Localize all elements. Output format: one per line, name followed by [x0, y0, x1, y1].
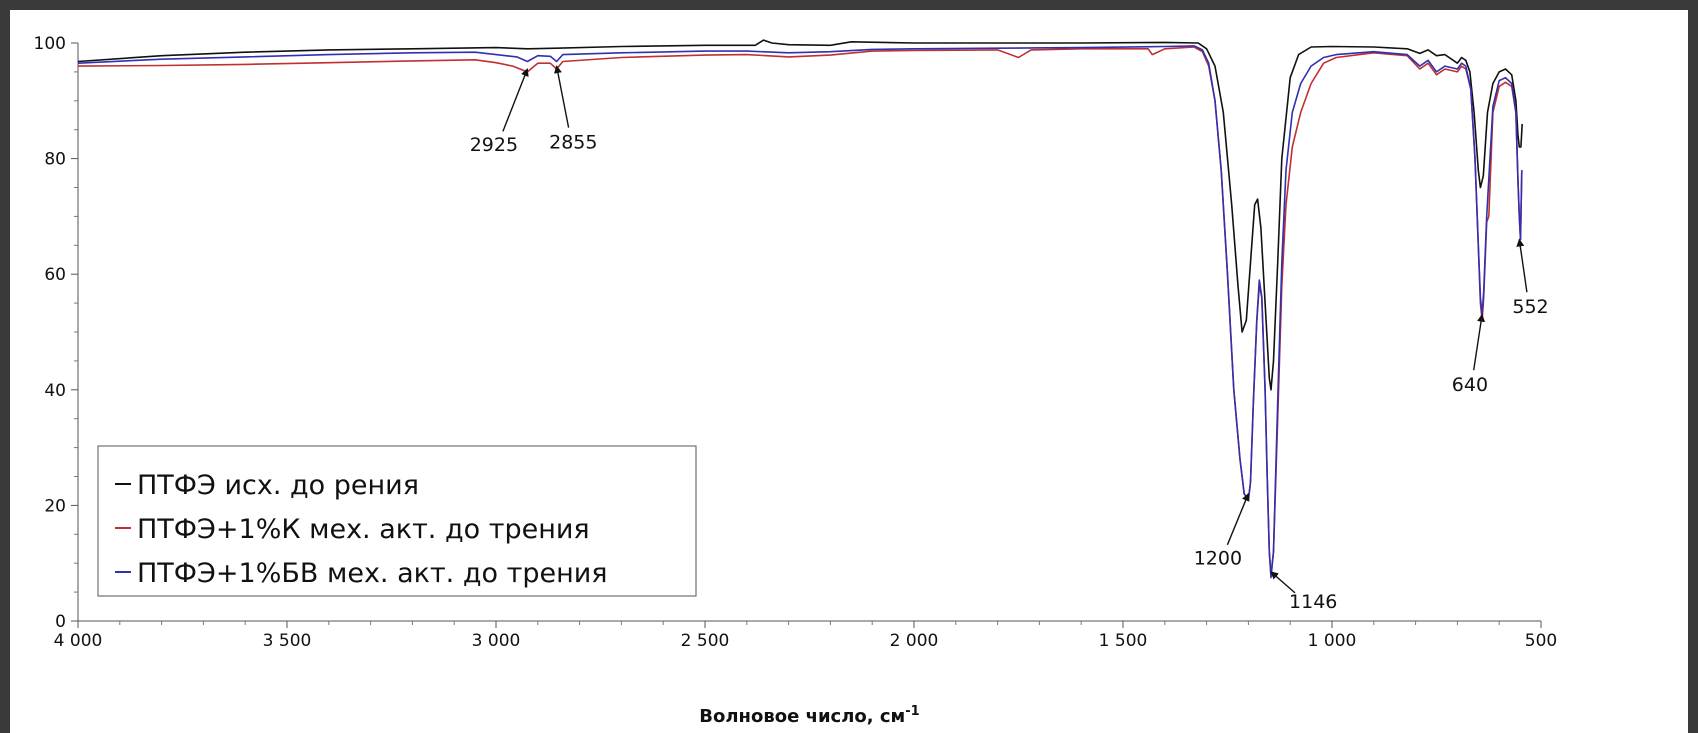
- x-axis-title-superscript: -1: [905, 704, 919, 719]
- y-tick-label: 60: [44, 265, 66, 285]
- ir-spectrum-chart: 4 000 3 500 3 000 2 500 2 000 1 500 1 000 500 0 2…: [34, 34, 1558, 727]
- annotation-arrow-640: [1473, 313, 1486, 371]
- legend: ПТФЭ исх. до рения ПТФЭ+1%К мех. акт. до …: [97, 445, 697, 597]
- series-line-3: [77, 45, 1523, 579]
- x-tick-label: 2 500: [681, 631, 730, 651]
- x-tick-label: 1 500: [1099, 631, 1148, 651]
- x-tick-label: 3 000: [472, 631, 521, 651]
- legend-label-1: ПТФЭ исх. до рения: [137, 470, 419, 501]
- annotation-arrow-2925: [502, 68, 529, 132]
- annotation-arrow-552: [1516, 238, 1528, 293]
- annotation-arrow-2855: [554, 65, 570, 128]
- annotation-label-1146: 1146: [1289, 591, 1337, 613]
- legend-box: [97, 445, 697, 597]
- annotation-label-2855: 2855: [549, 131, 597, 153]
- legend-label-2: ПТФЭ+1%К мех. акт. до трения: [137, 514, 590, 545]
- x-tick-label: 3 500: [263, 631, 312, 651]
- legend-label-3: ПТФЭ+1%БВ мех. акт. до трения: [137, 558, 608, 589]
- x-tick-label: 2 000: [890, 631, 939, 651]
- x-tick-label: 500: [1525, 631, 1557, 651]
- chart-frame: 4 000 3 500 3 000 2 500 2 000 1 500 1 000 500 0 2…: [10, 10, 1688, 733]
- annotation-label-1200: 1200: [1194, 547, 1242, 569]
- annotation-label-640: 640: [1452, 374, 1488, 396]
- axes: 4 000 3 500 3 000 2 500 2 000 1 500 1 000 500 0 2…: [34, 34, 1558, 651]
- x-tick-label: 4 000: [54, 631, 103, 651]
- series-layer: [77, 39, 1523, 579]
- y-tick-label: 20: [44, 496, 66, 516]
- y-tick-label: 0: [55, 612, 66, 632]
- y-tick-label: 100: [34, 34, 66, 54]
- x-axis-title-text: Волновое число, см: [699, 706, 905, 727]
- x-axis-title: Волновое число, см-1: [699, 704, 919, 727]
- x-tick-label: 1 000: [1308, 631, 1357, 651]
- annotations: 2925 2855 1200 1146 640 552: [470, 65, 1549, 613]
- series-line-1: [77, 39, 1523, 391]
- annotation-arrow-1146: [1270, 571, 1296, 594]
- y-tick-label: 40: [44, 381, 66, 401]
- annotation-label-2925: 2925: [470, 134, 518, 156]
- annotation-arrow-1200: [1226, 492, 1250, 546]
- y-tick-label: 80: [44, 150, 66, 170]
- annotation-label-552: 552: [1512, 296, 1548, 318]
